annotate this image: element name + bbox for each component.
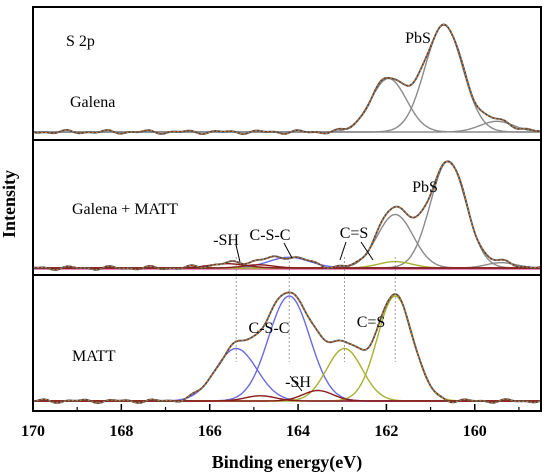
label-1-4: C=S [340,225,369,242]
x-tick-label-5: 160 [463,423,487,440]
frame-layer: 170 168 166 164 162 160 S 2p Galena PbS Galena + … [21,6,542,440]
leader-line-3 [360,241,374,261]
y-axis-title: Intensity [0,170,19,238]
label-2-0: MATT [72,348,116,365]
x-axis-title: Binding energy(eV) [212,452,363,473]
x-tick-label-2: 166 [198,423,222,440]
fit-1 [32,161,542,271]
label-1-3: C-S-C [250,227,291,244]
label-1-0: Galena + MATT [72,201,178,218]
x-tick-label-3: 164 [286,423,310,440]
label-2-3: C=S [357,314,386,331]
leader-line-0 [235,244,241,263]
x-tick-label-4: 162 [374,423,398,440]
leader-line-2 [339,241,347,261]
label-1-2: -SH [213,232,239,249]
envelope-0 [32,23,541,135]
label-2-1: C-S-C [249,320,290,337]
panels-layer [32,23,542,404]
x-tick-label-0: 170 [21,423,45,440]
fit-0 [32,23,541,135]
label-2-2: -SH [285,374,311,391]
leader-line-1 [283,242,293,259]
plot-frame [32,6,542,412]
component-0-0 [33,24,541,133]
label-0-0: S 2p [66,33,95,50]
panel-1 [32,160,542,271]
leader-line-4 [289,375,303,392]
panel-0 [32,23,542,135]
label-1-1: PbS [412,179,438,196]
label-0-1: Galena [70,94,115,111]
panel-2 [32,291,542,404]
fit-2 [32,291,542,404]
x-tick-label-1: 168 [109,423,133,440]
component-0-2 [33,120,542,133]
label-0-2: PbS [405,30,431,47]
